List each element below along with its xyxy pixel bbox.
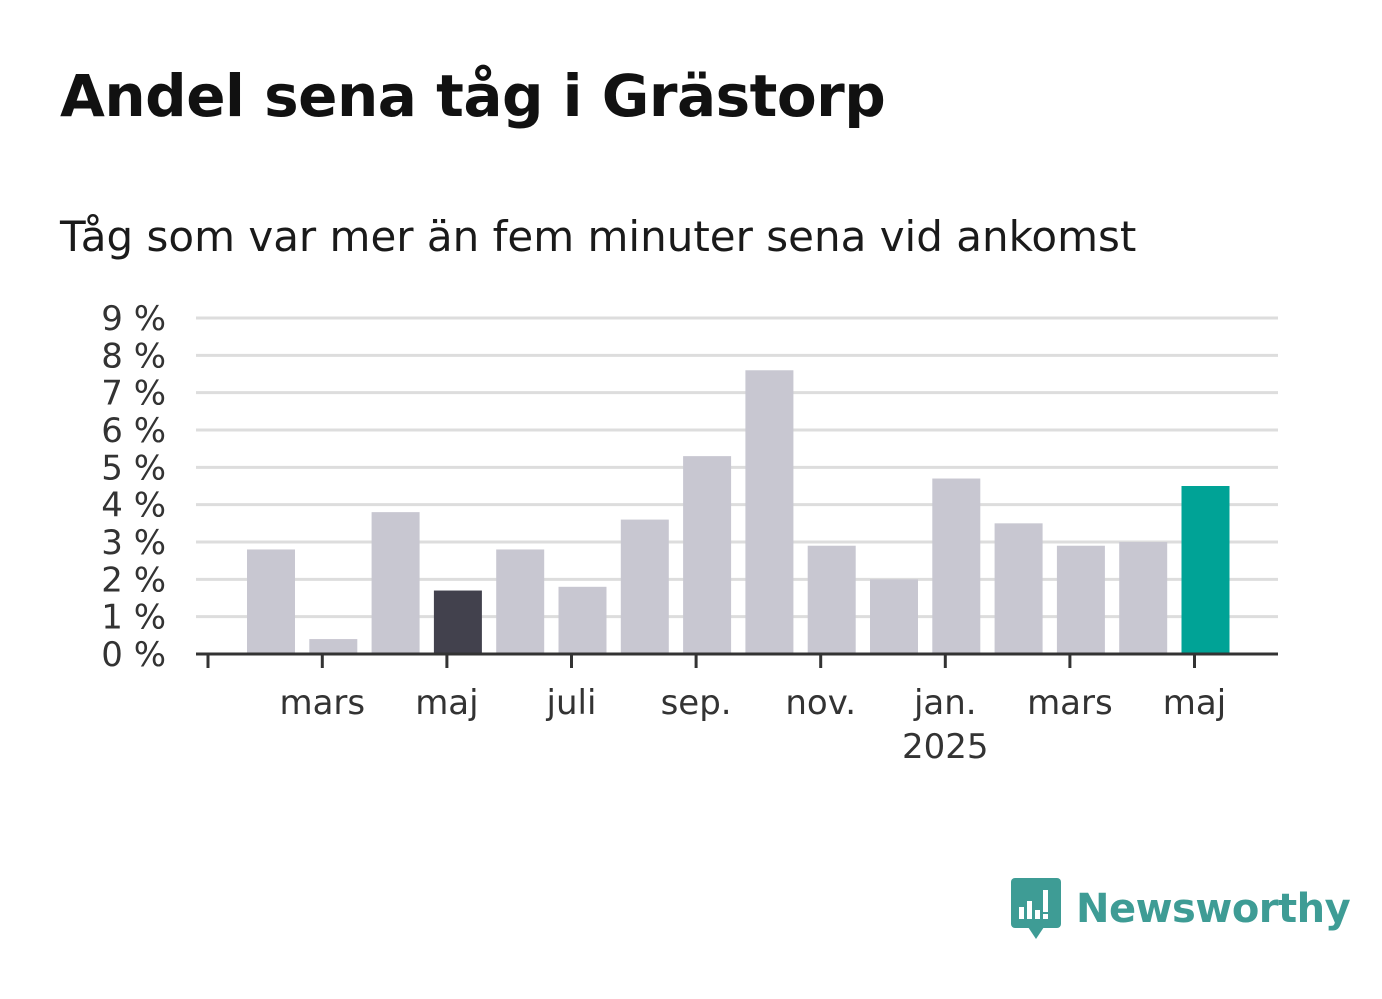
bar-chart-speech-bubble-icon xyxy=(1011,878,1061,939)
bar xyxy=(1119,542,1168,654)
bar xyxy=(371,512,420,654)
logo-wordmark: Newsworthy xyxy=(1076,886,1351,932)
y-tick-label: 5 % xyxy=(101,448,166,488)
x-tick-label: mars xyxy=(279,683,365,723)
bar xyxy=(807,545,856,654)
bar xyxy=(1056,545,1105,654)
x-tick-label: maj xyxy=(415,683,478,723)
x-tick-label: juli xyxy=(546,683,597,723)
x-tick-label: jan. xyxy=(913,683,977,723)
bar xyxy=(247,549,295,654)
x-tick-label: nov. xyxy=(785,683,856,723)
y-tick-label: 0 % xyxy=(101,635,166,675)
y-tick-label: 7 % xyxy=(101,374,166,414)
x-tick-label: maj xyxy=(1163,683,1226,723)
bar xyxy=(870,579,918,654)
bar xyxy=(558,586,607,654)
y-tick-label: 6 % xyxy=(101,411,166,451)
x-tick-label: sep. xyxy=(661,683,732,723)
y-tick-label: 9 % xyxy=(101,299,166,339)
y-tick-label: 2 % xyxy=(101,560,166,600)
bar xyxy=(309,639,358,654)
bar xyxy=(1181,486,1230,654)
bar xyxy=(496,549,545,654)
chart-title: Andel sena tåg i Grästorp xyxy=(60,62,886,130)
bar xyxy=(745,370,794,654)
y-tick-label: 1 % xyxy=(101,598,166,638)
x-tick-label: mars xyxy=(1027,683,1113,723)
bar xyxy=(994,523,1043,654)
y-tick-label: 8 % xyxy=(101,336,166,376)
y-tick-label: 4 % xyxy=(101,486,166,526)
x-tick-label: 2025 xyxy=(902,727,989,767)
bar xyxy=(683,456,732,654)
bar xyxy=(932,478,981,654)
y-tick-label: 3 % xyxy=(101,523,166,563)
newsworthy-logo: Newsworthy xyxy=(1010,876,1351,942)
chart-subtitle: Tåg som var mer än fem minuter sena vid … xyxy=(60,212,1137,261)
bar xyxy=(620,519,669,654)
bar xyxy=(433,590,482,654)
